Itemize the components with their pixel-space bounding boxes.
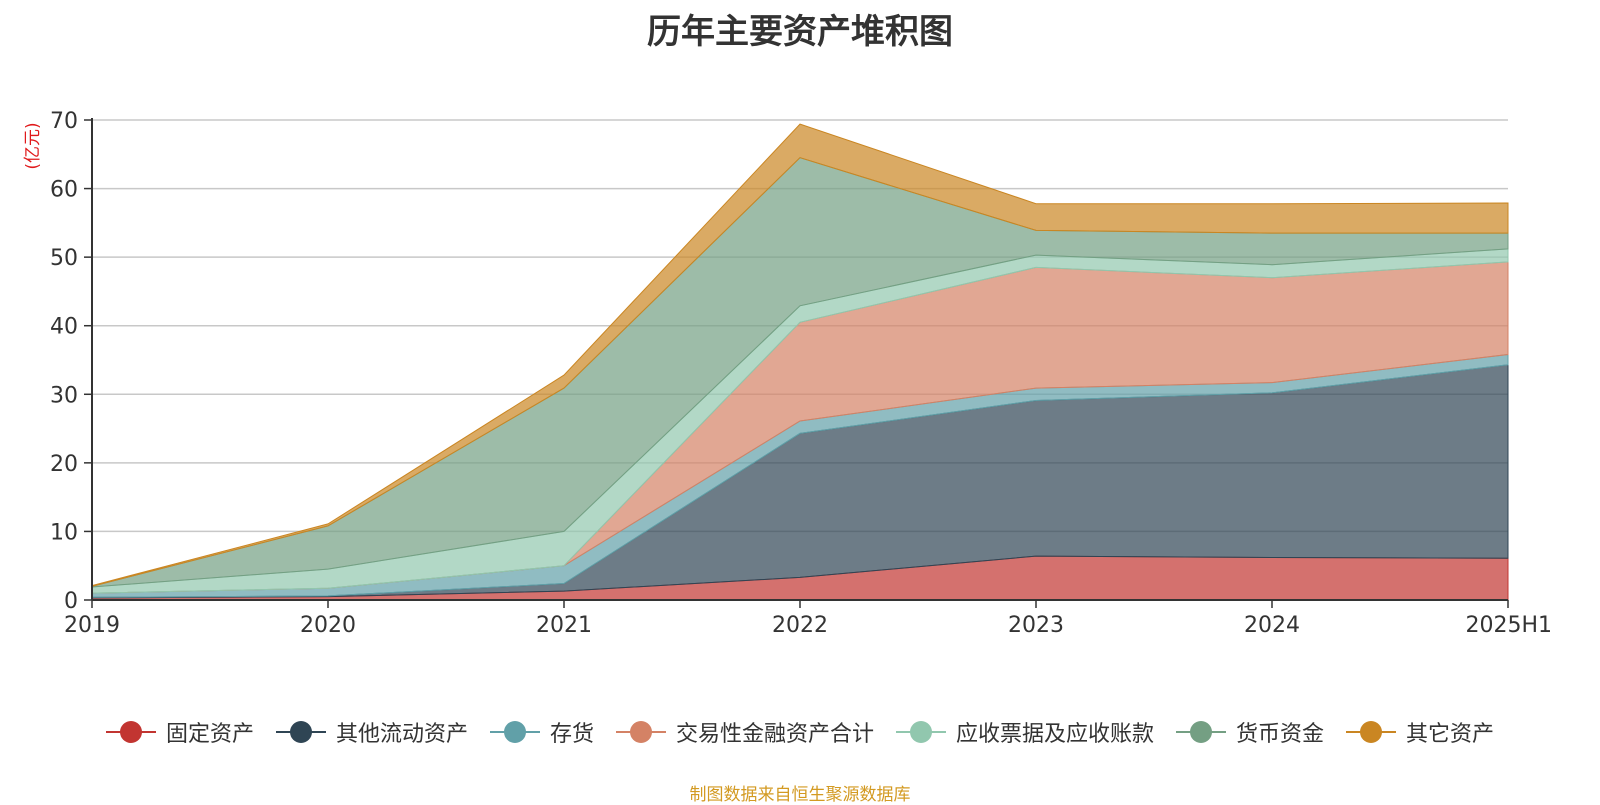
legend-item-2[interactable]: 其他流动资产 xyxy=(275,716,468,748)
legend-item-5[interactable]: 应收票据及应收账款 xyxy=(896,716,1154,748)
legend-label: 固定资产 xyxy=(165,722,254,747)
y-tick-label: 30 xyxy=(50,383,78,408)
y-tick-label: 10 xyxy=(50,520,78,545)
legend: 固定资产 其他流动资产 存货 交易性金融资产合计 应收票据及应收账款 货币资金 其它资产 xyxy=(0,716,1600,748)
legend-label: 其他流动资产 xyxy=(335,722,468,747)
legend-item-7[interactable]: 其它资产 xyxy=(1346,716,1494,748)
legend-label: 交易性金融资产合计 xyxy=(675,722,874,747)
tick-labels: 0 10 20 30 40 50 60 70 2019 2020 2021 2022 2023 2024 2… xyxy=(23,109,1552,638)
legend-marker-icon xyxy=(1346,720,1397,744)
legend-marker-icon xyxy=(896,720,946,744)
legend-label: 应收票据及应收账款 xyxy=(956,722,1155,747)
area-series-7 xyxy=(91,123,1509,587)
area-series xyxy=(91,123,1509,601)
legend-label: 其它资产 xyxy=(1406,722,1495,747)
legend-item-4[interactable]: 交易性金融资产合计 xyxy=(615,716,874,748)
x-tick-label: 2025H1 xyxy=(1465,613,1552,638)
y-axis-unit-label: (亿元) xyxy=(23,122,43,169)
legend-item-1[interactable]: 固定资产 xyxy=(105,716,254,748)
legend-marker-icon xyxy=(1176,720,1227,744)
axes xyxy=(84,118,1509,608)
x-tick-label: 2019 xyxy=(64,613,120,638)
y-tick-label: 20 xyxy=(50,452,78,477)
y-tick-label: 60 xyxy=(50,178,78,203)
legend-marker-icon xyxy=(105,720,156,744)
legend-label: 存货 xyxy=(549,722,594,747)
source-note: 制图数据来自恒生聚源数据库 xyxy=(689,785,911,805)
x-tick-label: 2022 xyxy=(772,613,828,638)
x-tick-label: 2020 xyxy=(300,613,356,638)
legend-marker-icon xyxy=(615,720,666,744)
x-tick-label: 2021 xyxy=(536,613,592,638)
y-tick-label: 40 xyxy=(50,315,78,340)
y-tick-label: 70 xyxy=(50,109,78,134)
legend-item-3[interactable]: 存货 xyxy=(489,716,594,748)
legend-marker-icon xyxy=(489,720,540,744)
chart-title: 历年主要资产堆积图 xyxy=(647,12,953,52)
legend-label: 货币资金 xyxy=(1236,722,1325,747)
legend-item-6[interactable]: 货币资金 xyxy=(1176,716,1324,748)
legend-marker-icon xyxy=(275,720,326,744)
y-tick-label: 50 xyxy=(50,246,78,271)
y-tick-label: 0 xyxy=(64,589,78,614)
x-tick-label: 2024 xyxy=(1244,613,1300,638)
x-tick-label: 2023 xyxy=(1008,613,1064,638)
